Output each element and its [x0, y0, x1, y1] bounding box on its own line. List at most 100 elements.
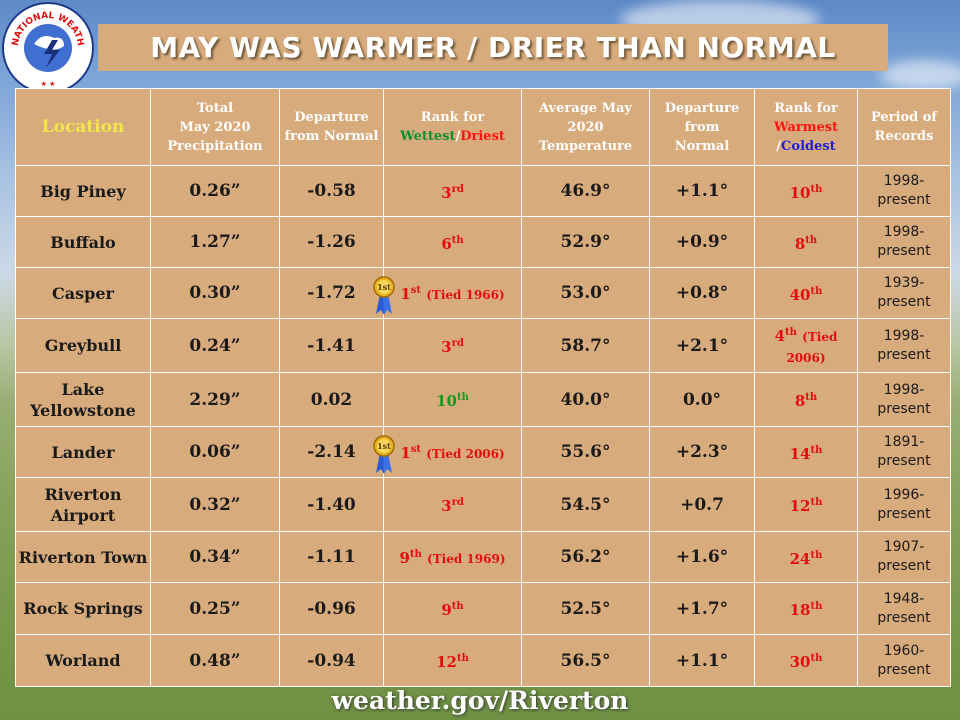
col-precip-header: Total May 2020 Precipitation	[150, 88, 280, 166]
rank-warm-cold-cell: 14th	[754, 426, 858, 478]
rank-warm-cold-cell: 18th	[754, 582, 858, 635]
precip-departure-cell: -0.96	[279, 582, 384, 635]
avg-temp-cell: 56.2°	[521, 531, 650, 583]
rank-warm-cold-cell: 10th	[754, 165, 858, 217]
temp-departure-cell: +0.8°	[649, 267, 755, 319]
avg-temp-cell: 46.9°	[521, 165, 650, 217]
table-row: Greybull 0.24” -1.41 3rd 58.7° +2.1° 4th…	[15, 318, 951, 373]
period-of-record-cell: 1998- present	[857, 165, 951, 217]
period-of-record-cell: 1996- present	[857, 477, 951, 532]
temp-departure-cell: +1.7°	[649, 582, 755, 635]
rank-wet-dry-cell: 3rd	[383, 477, 522, 532]
location-cell: Casper	[15, 267, 151, 319]
precip-departure-cell: -1.40	[279, 477, 384, 532]
location-cell: Lander	[15, 426, 151, 478]
table-row: Buffalo 1.27” -1.26 6th 52.9° +0.9° 8th …	[15, 216, 951, 268]
period-of-record-cell: 1891- present	[857, 426, 951, 478]
rank-warm-cold-cell: 8th	[754, 216, 858, 268]
precip-departure-cell: 0.02	[279, 372, 384, 427]
table-row: Rock Springs 0.25” -0.96 9th 52.5° +1.7°…	[15, 582, 951, 635]
precip-departure-cell: -0.58	[279, 165, 384, 217]
rank-warm-cold-cell: 30th	[754, 634, 858, 687]
period-of-record-cell: 1948- present	[857, 582, 951, 635]
precip-cell: 1.27”	[150, 216, 280, 268]
location-cell: Worland	[15, 634, 151, 687]
cloud-decoration	[880, 60, 960, 90]
table-row: Riverton Airport 0.32” -1.40 3rd 54.5° +0…	[15, 477, 951, 532]
precip-departure-cell: -1.11	[279, 531, 384, 583]
period-of-record-cell: 1998- present	[857, 318, 951, 373]
col-precip-departure-header: Departure from Normal	[279, 88, 384, 166]
precip-cell: 0.26”	[150, 165, 280, 217]
table-row: Casper 0.30” -1.72 1st 1st (Tied 1966) 5…	[15, 267, 951, 319]
first-place-ribbon-icon: 1st	[373, 276, 395, 315]
precip-cell: 0.06”	[150, 426, 280, 478]
rank-wet-dry-cell: 9th (Tied 1969)	[383, 531, 522, 583]
rank-warm-cold-cell: 4th (Tied 2006)	[754, 318, 858, 373]
precip-departure-cell: -2.14	[279, 426, 384, 478]
location-cell: Greybull	[15, 318, 151, 373]
col-rank-wet-header: Rank for Wettest/Driest	[383, 88, 522, 166]
precip-departure-cell: -1.72	[279, 267, 384, 319]
precip-cell: 0.24”	[150, 318, 280, 373]
rank-warm-cold-cell: 8th	[754, 372, 858, 427]
title-banner: MAY WAS WARMER / DRIER THAN NORMAL	[98, 24, 888, 71]
location-cell: Riverton Airport	[15, 477, 151, 532]
avg-temp-cell: 40.0°	[521, 372, 650, 427]
location-cell: Rock Springs	[15, 582, 151, 635]
location-cell: Buffalo	[15, 216, 151, 268]
period-of-record-cell: 1907- present	[857, 531, 951, 583]
nws-logo: NATIONAL WEATHER SERVICE ★ ★	[1, 0, 94, 94]
rank-wet-dry-cell: 1st 1st (Tied 1966)	[373, 267, 522, 319]
precip-cell: 0.30”	[150, 267, 280, 319]
period-of-record-cell: 1960- present	[857, 634, 951, 687]
temp-departure-cell: +2.1°	[649, 318, 755, 373]
rank-wet-dry-cell: 12th	[383, 634, 522, 687]
precip-cell: 0.48”	[150, 634, 280, 687]
table-row: Lander 0.06” -2.14 1st 1st (Tied 2006) 5…	[15, 426, 951, 478]
temp-departure-cell: 0.0°	[649, 372, 755, 427]
temp-departure-cell: +0.7	[649, 477, 755, 532]
rank-warm-cold-cell: 40th	[754, 267, 858, 319]
col-temp-departure-header: Departure from Normal	[649, 88, 755, 166]
rank-warm-cold-cell: 24th	[754, 531, 858, 583]
precip-cell: 0.25”	[150, 582, 280, 635]
avg-temp-cell: 53.0°	[521, 267, 650, 319]
rank-wet-dry-cell: 10th	[383, 372, 522, 427]
precip-departure-cell: -0.94	[279, 634, 384, 687]
nws-logo-icon: NATIONAL WEATHER SERVICE ★ ★	[1, 0, 90, 90]
period-of-record-cell: 1998- present	[857, 372, 951, 427]
col-avg-temp-header: Average May 2020 Temperature	[521, 88, 650, 166]
rank-warm-cold-cell: 12th	[754, 477, 858, 532]
avg-temp-cell: 52.5°	[521, 582, 650, 635]
avg-temp-cell: 55.6°	[521, 426, 650, 478]
location-cell: Lake Yellowstone	[15, 372, 151, 427]
period-of-record-cell: 1998- present	[857, 216, 951, 268]
temp-departure-cell: +1.1°	[649, 165, 755, 217]
header-row: Location Total May 2020 Precipitation De…	[15, 88, 951, 166]
footer-url: weather.gov/Riverton	[331, 686, 629, 715]
rank-wet-dry-cell: 3rd	[383, 165, 522, 217]
table-body: Big Piney 0.26” -0.58 3rd 46.9° +1.1° 10…	[15, 165, 951, 687]
table-row: Riverton Town 0.34” -1.11 9th (Tied 1969…	[15, 531, 951, 583]
col-rank-warm-header: Rank for Warmest /Coldest	[754, 88, 858, 166]
avg-temp-cell: 54.5°	[521, 477, 650, 532]
temp-departure-cell: +1.1°	[649, 634, 755, 687]
svg-text:1st: 1st	[377, 282, 391, 292]
temp-departure-cell: +1.6°	[649, 531, 755, 583]
avg-temp-cell: 58.7°	[521, 318, 650, 373]
avg-temp-cell: 52.9°	[521, 216, 650, 268]
period-of-record-cell: 1939- present	[857, 267, 951, 319]
rank-wet-dry-cell: 1st 1st (Tied 2006)	[373, 426, 522, 478]
temp-departure-cell: +2.3°	[649, 426, 755, 478]
location-cell: Big Piney	[15, 165, 151, 217]
first-place-ribbon-icon: 1st	[373, 435, 395, 474]
avg-temp-cell: 56.5°	[521, 634, 650, 687]
location-cell: Riverton Town	[15, 531, 151, 583]
svg-text:★ ★: ★ ★	[41, 80, 56, 88]
rank-wet-dry-cell: 3rd	[383, 318, 522, 373]
temp-departure-cell: +0.9°	[649, 216, 755, 268]
precip-departure-cell: -1.41	[279, 318, 384, 373]
precip-departure-cell: -1.26	[279, 216, 384, 268]
precip-cell: 0.32”	[150, 477, 280, 532]
